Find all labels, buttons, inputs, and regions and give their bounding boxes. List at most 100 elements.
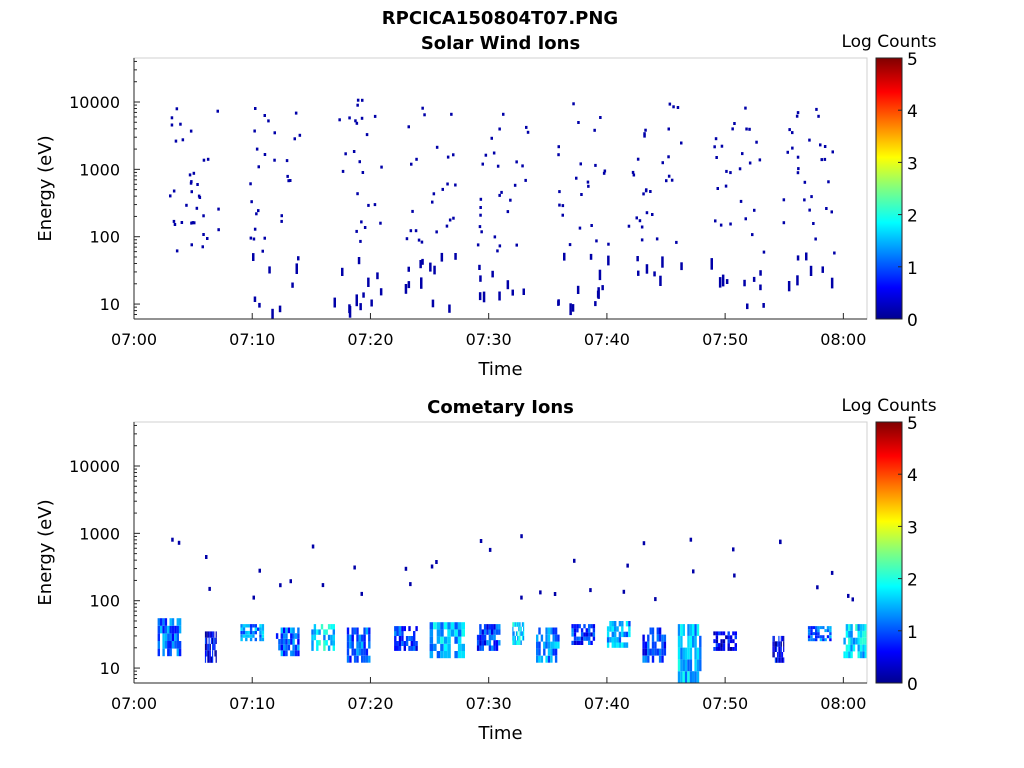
count-cell bbox=[447, 643, 451, 651]
count-pixel bbox=[356, 98, 360, 102]
count-cell bbox=[694, 671, 697, 683]
count-pixel bbox=[333, 297, 336, 308]
count-cell bbox=[363, 648, 366, 656]
count-cell bbox=[210, 637, 212, 644]
count-cell bbox=[433, 622, 437, 630]
count-cell bbox=[810, 638, 813, 642]
data-layer bbox=[157, 534, 867, 683]
count-pixel bbox=[193, 221, 196, 225]
count-pixel bbox=[680, 262, 683, 271]
count-cell bbox=[398, 631, 402, 636]
count-cell bbox=[457, 651, 462, 659]
count-pixel bbox=[645, 188, 648, 192]
count-cell bbox=[332, 629, 335, 635]
count-cell bbox=[174, 625, 177, 634]
count-cell bbox=[578, 624, 581, 629]
count-pixel bbox=[805, 252, 808, 261]
count-cell bbox=[621, 621, 624, 627]
count-cell bbox=[332, 645, 335, 651]
count-pixel bbox=[796, 155, 800, 159]
count-cell bbox=[592, 632, 596, 637]
count-cell bbox=[520, 631, 522, 636]
count-cell bbox=[677, 671, 681, 683]
count-pixel bbox=[255, 212, 258, 216]
count-pixel bbox=[452, 216, 455, 220]
count-pixel bbox=[812, 222, 815, 225]
count-pixel bbox=[479, 275, 482, 282]
count-cell bbox=[157, 641, 160, 649]
count-cell bbox=[518, 626, 520, 632]
count-cell bbox=[773, 641, 775, 647]
count-cell bbox=[642, 641, 645, 649]
count-cell bbox=[590, 624, 593, 629]
count-pixel bbox=[294, 111, 298, 115]
count-cell bbox=[848, 624, 851, 631]
count-cell bbox=[680, 635, 683, 648]
count-cell bbox=[536, 648, 539, 656]
count-pixel bbox=[360, 116, 364, 120]
count-cell bbox=[647, 641, 650, 649]
count-pixel bbox=[404, 284, 408, 294]
count-cell bbox=[519, 622, 521, 627]
count-cell bbox=[779, 641, 781, 647]
count-cell bbox=[356, 655, 359, 663]
count-cell bbox=[214, 650, 216, 657]
count-cell bbox=[689, 624, 693, 636]
count-cell bbox=[361, 648, 364, 656]
count-cell bbox=[209, 656, 211, 663]
count-pixel bbox=[196, 183, 199, 186]
count-cell bbox=[405, 641, 409, 646]
count-cell bbox=[457, 629, 462, 637]
count-cell bbox=[850, 651, 853, 659]
x-tick-label: 07:20 bbox=[347, 694, 393, 713]
count-pixel bbox=[680, 141, 683, 145]
count-cell bbox=[486, 629, 489, 635]
count-pixel bbox=[808, 138, 811, 142]
count-cell bbox=[862, 637, 865, 645]
count-cell bbox=[713, 647, 716, 651]
panel-title: Cometary Ions bbox=[427, 397, 574, 418]
count-cell bbox=[440, 629, 444, 637]
count-pixel bbox=[488, 547, 492, 552]
count-pixel bbox=[430, 564, 434, 569]
count-cell bbox=[488, 629, 492, 635]
count-cell bbox=[588, 640, 591, 645]
count-cell bbox=[621, 626, 624, 632]
count-pixel bbox=[713, 145, 716, 149]
colorbar bbox=[875, 57, 903, 320]
count-pixel bbox=[522, 288, 525, 295]
count-cell bbox=[356, 627, 359, 635]
count-pixel bbox=[431, 200, 434, 204]
count-cell bbox=[167, 648, 170, 657]
count-cell bbox=[249, 624, 253, 628]
count-cell bbox=[349, 634, 352, 642]
count-cell bbox=[323, 629, 326, 635]
count-cell bbox=[257, 627, 260, 631]
count-pixel bbox=[498, 244, 502, 248]
count-cell bbox=[848, 637, 851, 645]
count-cell bbox=[585, 628, 588, 633]
count-pixel bbox=[557, 145, 560, 149]
count-pixel bbox=[217, 207, 220, 211]
colorbar-tick-label: 1 bbox=[907, 623, 918, 643]
count-cell bbox=[242, 634, 246, 638]
count-cell bbox=[822, 626, 825, 630]
count-pixel bbox=[594, 163, 597, 167]
count-cell bbox=[169, 625, 172, 634]
count-cell bbox=[663, 641, 667, 649]
count-cell bbox=[812, 626, 815, 630]
count-cell bbox=[297, 650, 300, 657]
count-pixel bbox=[432, 192, 436, 196]
count-cell bbox=[356, 648, 359, 656]
count-cell bbox=[358, 634, 361, 642]
count-pixel bbox=[743, 279, 746, 287]
count-cell bbox=[214, 643, 216, 651]
count-cell bbox=[160, 625, 163, 634]
count-pixel bbox=[190, 243, 193, 247]
count-cell bbox=[287, 627, 291, 634]
count-cell bbox=[210, 631, 212, 638]
count-pixel bbox=[651, 213, 654, 216]
count-cell bbox=[590, 640, 593, 645]
count-pixel bbox=[263, 153, 267, 156]
count-cell bbox=[621, 631, 624, 638]
